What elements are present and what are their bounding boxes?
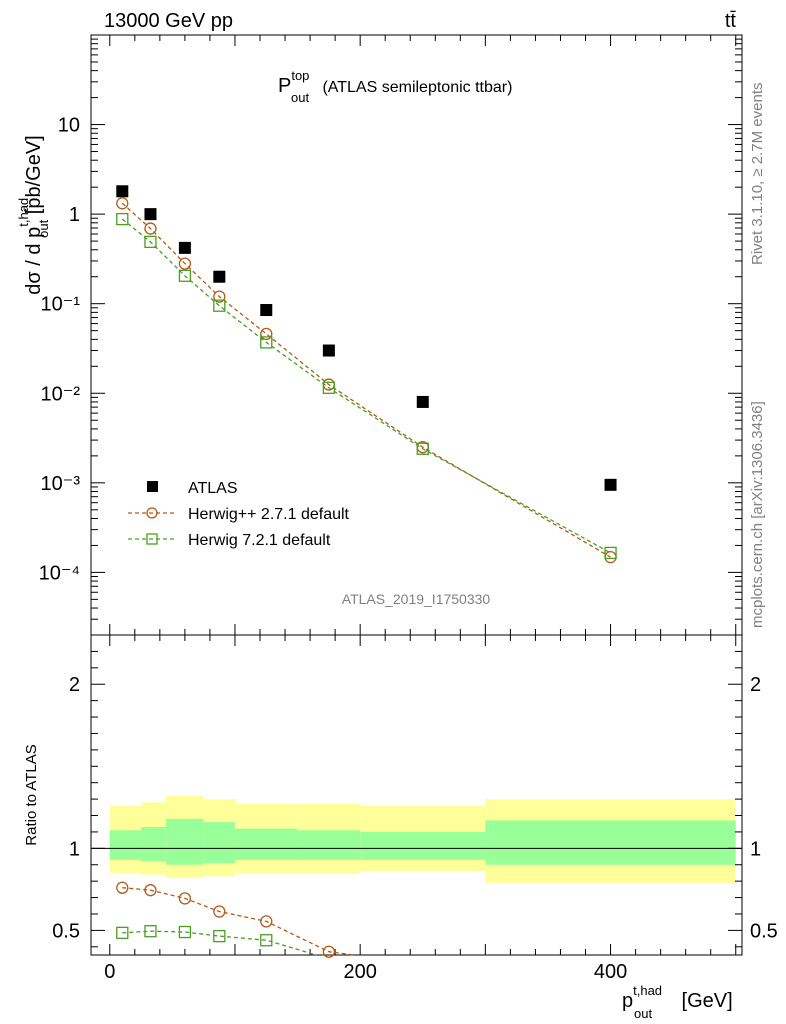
mcplots-label: mcplots.cern.ch [arXiv:1306.3436] <box>749 401 766 628</box>
final-state-label: tt̄ <box>725 10 737 32</box>
ratio-point-herwig7 <box>144 925 157 938</box>
xlabel-sub: out <box>634 1006 652 1021</box>
band-green <box>166 818 204 865</box>
x-tick-label: 200 <box>343 961 376 983</box>
ticks: 0 200 400 10 1 10⁻¹ 10⁻² 10⁻³ 10⁻⁴ 0.5 0.5 1 1 2 2 <box>39 34 778 983</box>
main-point-herwigpp <box>116 197 129 210</box>
ratio-point-herwigpp <box>213 905 226 918</box>
y-tick-label: 10 <box>58 115 80 137</box>
title-main: P <box>278 75 291 97</box>
band-green <box>109 830 142 860</box>
ylabel-post: [pb/GeV] <box>23 135 45 220</box>
main-point-herwigpp <box>213 290 226 303</box>
ratio-panel-frame <box>90 634 743 956</box>
band-green <box>485 820 736 865</box>
ratio-y-axis-label: Ratio to ATLAS <box>23 744 40 845</box>
x-tick-label: 0 <box>104 961 115 983</box>
main-point-herwig7 <box>322 381 336 394</box>
main-point-herwig7 <box>178 269 192 282</box>
band-green <box>360 831 486 860</box>
main-line-herwig-2-7-1-default <box>121 202 611 558</box>
main-point-herwig7 <box>213 299 226 312</box>
main-point-herwig7 <box>604 546 617 560</box>
ratio-point-herwig7 <box>116 926 129 939</box>
title-rest: (ATLAS semileptonic ttbar) <box>318 79 512 96</box>
ratio-y-tick-label: 1 <box>69 838 80 860</box>
ratio-y-tick-label: 0.5 <box>52 920 80 942</box>
xlabel-sup: t,had <box>633 983 662 998</box>
main-point-atlas <box>322 344 335 357</box>
y-tick-label: 10⁻² <box>41 383 81 405</box>
main-point-herwigpp <box>144 222 157 235</box>
xlabel-pre: p <box>622 990 633 1012</box>
legend-label-herwig7: Herwig 7.2.1 default <box>188 532 331 549</box>
y-tick-label: 10⁻⁴ <box>39 562 80 584</box>
ratio-y-tick-label-right: 1 <box>750 838 761 860</box>
legend-label-herwigpp: Herwig++ 2.7.1 default <box>188 506 350 523</box>
rivet-version-label: Rivet 3.1.10, ≥ 2.7M events <box>749 83 766 266</box>
y-tick-label: 1 <box>69 204 80 226</box>
ratio-point-herwigpp <box>178 892 192 905</box>
main-point-herwig7 <box>116 212 129 226</box>
band-green <box>234 828 298 860</box>
legend-marker-herwigpp <box>146 507 158 519</box>
title-sub: out <box>291 90 309 105</box>
x-tick-label: 400 <box>594 961 627 983</box>
ratio-point-herwig7 <box>178 925 192 939</box>
main-point-herwig7 <box>144 235 157 249</box>
xlabel-post: [GeV] <box>676 990 733 1012</box>
ylabel-pre: dσ / d p <box>23 227 45 295</box>
ratio-point-herwig7 <box>213 929 226 943</box>
main-point-atlas <box>260 304 273 317</box>
process-label: 13000 GeV pp <box>104 10 233 32</box>
legend-marker-atlas <box>147 481 158 492</box>
series-markers <box>116 185 617 958</box>
main-y-axis-label: dσ / d pt,had out [pb/GeV] <box>16 135 51 294</box>
main-line-herwig-7-2-1-default <box>121 218 611 554</box>
main-point-herwig7 <box>416 442 429 455</box>
main-point-atlas <box>604 478 617 491</box>
band-green <box>141 827 167 862</box>
main-point-atlas <box>116 185 129 198</box>
main-point-herwigpp <box>604 550 617 564</box>
legend-marker-herwig7 <box>146 533 158 545</box>
ratio-point-herwigpp <box>260 915 273 928</box>
ylabel-sup: t,had <box>16 198 31 227</box>
ratio-y-tick-label-right: 0.5 <box>750 920 778 942</box>
ratio-line-herwig-2-7-1-default <box>122 887 354 956</box>
main-point-atlas <box>416 395 429 408</box>
main-point-herwigpp <box>178 257 192 270</box>
ratio-point-herwigpp <box>322 945 336 958</box>
main-point-herwig7 <box>260 336 273 349</box>
ratio-point-herwigpp <box>116 881 129 894</box>
main-point-herwigpp <box>260 327 273 341</box>
legend-label-atlas: ATLAS <box>188 480 238 497</box>
ratio-y-tick-label-right: 2 <box>750 674 761 696</box>
x-axis-label: pt,had out [GeV] <box>622 983 733 1021</box>
ratio-point-herwig7 <box>260 934 273 947</box>
y-tick-label: 10⁻³ <box>41 473 81 495</box>
y-tick-label: 10⁻¹ <box>41 294 81 316</box>
title-sup: top <box>291 68 309 83</box>
main-point-atlas <box>213 270 226 283</box>
ratio-y-tick-label: 2 <box>69 674 80 696</box>
ratio-point-herwigpp <box>144 884 157 897</box>
legend: ATLAS Herwig++ 2.7.1 default Herwig 7.2.… <box>128 480 350 549</box>
ratio-bands <box>91 795 742 883</box>
band-green <box>203 822 235 864</box>
ylabel-sub: out <box>36 219 51 237</box>
band-green <box>297 830 361 860</box>
ratio-line-herwig-7-2-1-default <box>122 930 317 956</box>
main-point-atlas <box>144 208 157 221</box>
main-point-atlas <box>178 241 191 254</box>
plot-title: Ptop out (ATLAS semileptonic ttbar) <box>278 68 512 105</box>
analysis-id: ATLAS_2019_I1750330 <box>342 591 491 607</box>
